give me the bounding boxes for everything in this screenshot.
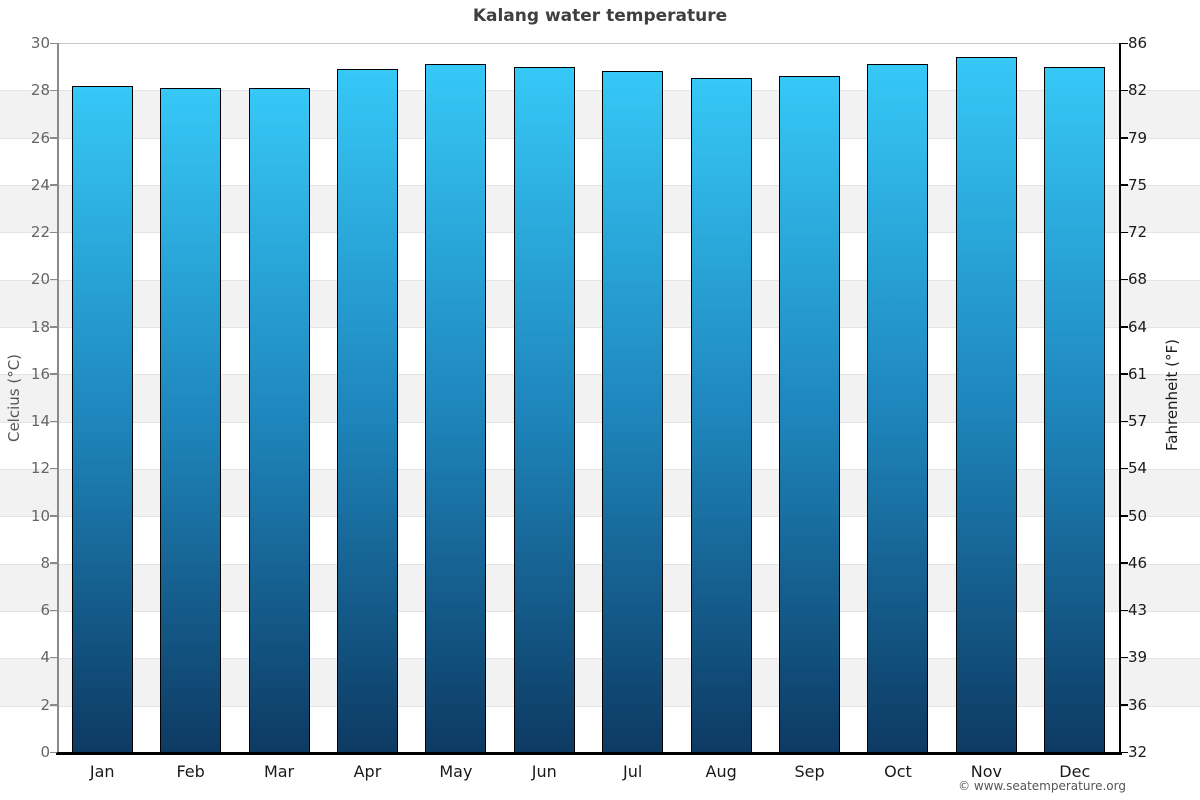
x-tick-label: Apr — [353, 762, 382, 781]
y-tick-mark-left — [50, 326, 57, 328]
bar-nov — [955, 57, 1017, 752]
y-tick-mark-right — [1120, 326, 1128, 328]
bar-jul — [602, 71, 664, 752]
y-tick-label-fahrenheit: 32 — [1128, 743, 1148, 761]
y-tick-label-fahrenheit: 64 — [1128, 317, 1148, 336]
y-tick-label-celsius: 24 — [30, 175, 50, 194]
y-tick-label-fahrenheit: 50 — [1128, 506, 1148, 525]
x-tick-label: Nov — [970, 762, 1002, 781]
y-axis-title-fahrenheit: Fahrenheit (°F) — [1163, 339, 1181, 451]
x-tick-label: May — [439, 762, 473, 781]
y-tick-label-fahrenheit: 36 — [1128, 695, 1148, 714]
bar-aug — [690, 78, 752, 752]
y-tick-mark-left — [50, 704, 57, 706]
bar-jun — [513, 66, 575, 752]
y-tick-mark-right — [1120, 751, 1128, 753]
y-tick-mark-left — [50, 420, 57, 423]
y-tick-mark-left — [50, 89, 57, 92]
bar-feb — [160, 87, 222, 752]
y-tick-mark-left — [50, 373, 57, 375]
y-tick-label-fahrenheit: 75 — [1128, 175, 1148, 194]
bar-may — [425, 64, 487, 752]
chart-title: Kalang water temperature — [472, 6, 728, 26]
y-tick-mark-right — [1120, 704, 1128, 706]
y-tick-mark-right — [1120, 89, 1128, 92]
y-tick-label-fahrenheit: 86 — [1128, 34, 1148, 52]
y-axis-line-left — [57, 43, 59, 752]
y-tick-mark-right — [1120, 231, 1128, 234]
gridline-top — [58, 43, 1119, 44]
y-tick-label-fahrenheit: 57 — [1128, 412, 1148, 431]
y-tick-label-fahrenheit: 61 — [1128, 364, 1148, 383]
y-tick-mark-right — [1120, 420, 1128, 423]
y-tick-mark-right — [1120, 467, 1128, 470]
y-tick-label-celsius: 10 — [30, 506, 50, 525]
y-tick-mark-right — [1120, 373, 1128, 375]
y-tick-mark-right — [1120, 184, 1128, 186]
y-tick-mark-left — [50, 609, 57, 612]
y-tick-mark-right — [1120, 609, 1128, 612]
y-tick-mark-right — [1120, 562, 1128, 564]
x-tick-label: Mar — [263, 762, 295, 781]
x-tick-label: Aug — [705, 762, 737, 781]
y-axis-line-right — [1119, 43, 1121, 752]
y-tick-mark-right — [1120, 278, 1128, 281]
y-tick-label-celsius: 12 — [30, 459, 50, 478]
bar-mar — [248, 87, 310, 752]
y-tick-label-fahrenheit: 79 — [1128, 128, 1148, 147]
y-tick-label-celsius: 26 — [30, 128, 50, 147]
y-axis-title-celsius: Celcius (°C) — [5, 353, 23, 443]
y-tick-mark-right — [1120, 656, 1128, 659]
y-tick-mark-left — [50, 656, 57, 659]
x-tick-label: Dec — [1059, 762, 1091, 781]
y-tick-label-celsius: 4 — [40, 648, 50, 667]
y-tick-mark-left — [50, 515, 57, 517]
y-tick-mark-left — [50, 467, 57, 470]
y-tick-label-celsius: 2 — [40, 695, 50, 714]
x-tick-label: Feb — [176, 762, 205, 781]
y-tick-label-celsius: 30 — [30, 34, 50, 52]
y-tick-mark-right — [1120, 137, 1128, 139]
copyright-footer: © www.seatemperature.org — [958, 779, 1126, 793]
y-tick-label-celsius: 6 — [40, 601, 50, 620]
x-axis-line — [56, 752, 1122, 755]
y-tick-label-fahrenheit: 54 — [1128, 459, 1148, 478]
y-tick-mark-left — [50, 184, 57, 186]
x-tick-label: Jan — [89, 762, 115, 781]
bar-sep — [779, 76, 841, 752]
x-tick-label: Sep — [794, 762, 825, 781]
y-tick-label-celsius: 28 — [30, 81, 50, 100]
y-tick-mark-left — [50, 751, 57, 753]
y-tick-label-celsius: 8 — [40, 553, 50, 572]
x-tick-label: Jun — [531, 762, 557, 781]
y-tick-label-celsius: 20 — [30, 270, 50, 289]
y-tick-label-fahrenheit: 43 — [1128, 601, 1148, 620]
y-tick-label-fahrenheit: 68 — [1128, 270, 1148, 289]
y-tick-label-fahrenheit: 72 — [1128, 223, 1148, 242]
y-tick-label-celsius: 14 — [30, 412, 50, 431]
y-tick-label-celsius: 18 — [30, 317, 50, 336]
y-tick-label-celsius: 16 — [30, 364, 50, 383]
y-tick-mark-left — [50, 231, 57, 234]
y-tick-label-fahrenheit: 46 — [1128, 553, 1148, 572]
bar-oct — [867, 64, 929, 752]
x-tick-label: Oct — [884, 762, 912, 781]
y-tick-mark-left — [50, 562, 57, 564]
y-tick-mark-left — [50, 278, 57, 281]
bar-jan — [71, 85, 133, 752]
y-tick-mark-left — [50, 137, 57, 139]
y-tick-mark-right — [1120, 42, 1128, 44]
y-tick-label-fahrenheit: 39 — [1128, 648, 1148, 667]
y-tick-mark-right — [1120, 515, 1128, 517]
x-tick-label: Jul — [623, 762, 643, 781]
y-tick-label-celsius: 22 — [30, 223, 50, 242]
bar-apr — [336, 68, 398, 752]
y-tick-label-celsius: 0 — [40, 743, 50, 761]
bar-dec — [1044, 66, 1106, 752]
y-tick-mark-left — [50, 42, 57, 44]
y-tick-label-fahrenheit: 82 — [1128, 81, 1148, 100]
